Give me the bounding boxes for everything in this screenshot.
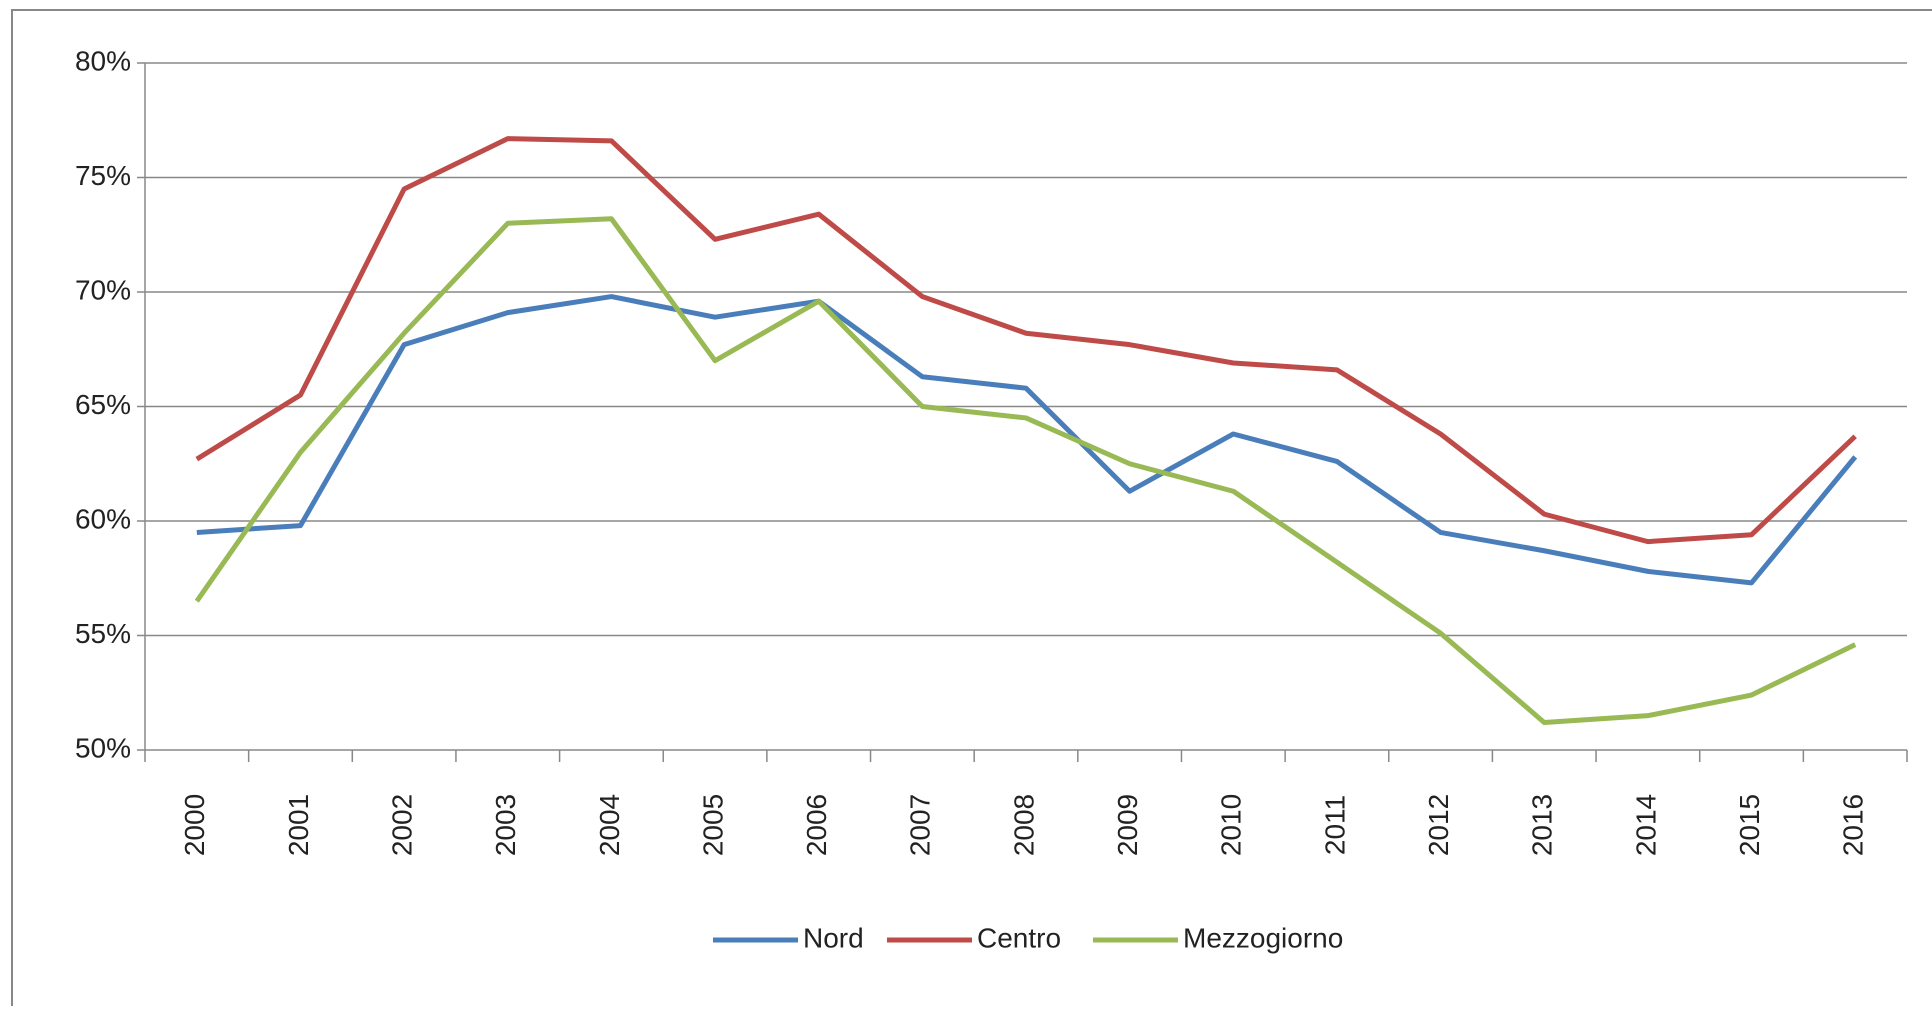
y-tick-label: 75% bbox=[75, 160, 131, 191]
x-tick-label: 2006 bbox=[801, 794, 832, 856]
x-tick-label: 2014 bbox=[1630, 794, 1661, 856]
x-tick-label: 2005 bbox=[697, 794, 728, 856]
x-tick-label: 2001 bbox=[283, 794, 314, 856]
x-tick-label: 2011 bbox=[1319, 795, 1350, 855]
chart-border bbox=[11, 9, 1932, 1011]
x-tick-label: 2015 bbox=[1734, 794, 1765, 856]
x-tick-label: 2010 bbox=[1216, 794, 1247, 856]
x-tick-label: 2003 bbox=[490, 794, 521, 856]
x-tick-label: 2008 bbox=[1008, 794, 1039, 856]
x-tick-label: 2007 bbox=[905, 794, 936, 856]
legend-label: Mezzogiorno bbox=[1183, 922, 1343, 953]
y-tick-label: 50% bbox=[75, 732, 131, 763]
x-tick-label: 2002 bbox=[387, 794, 418, 856]
y-tick-label: 70% bbox=[75, 274, 131, 305]
series-line bbox=[195, 136, 1857, 545]
legend-label: Nord bbox=[803, 922, 864, 953]
x-tick-label: 2000 bbox=[179, 794, 210, 856]
x-tick-label: 2009 bbox=[1112, 794, 1143, 856]
x-tick-label: 2016 bbox=[1838, 794, 1869, 856]
y-tick-label: 65% bbox=[75, 389, 131, 420]
series-line bbox=[194, 216, 1857, 726]
legend-label: Centro bbox=[977, 922, 1061, 953]
x-tick-label: 2012 bbox=[1423, 794, 1454, 856]
y-tick-label: 55% bbox=[75, 618, 131, 649]
x-tick-label: 2004 bbox=[594, 794, 625, 856]
series-line bbox=[196, 294, 1858, 586]
x-tick-label: 2013 bbox=[1527, 794, 1558, 856]
y-tick-label: 80% bbox=[75, 45, 131, 76]
y-tick-label: 60% bbox=[75, 503, 131, 534]
